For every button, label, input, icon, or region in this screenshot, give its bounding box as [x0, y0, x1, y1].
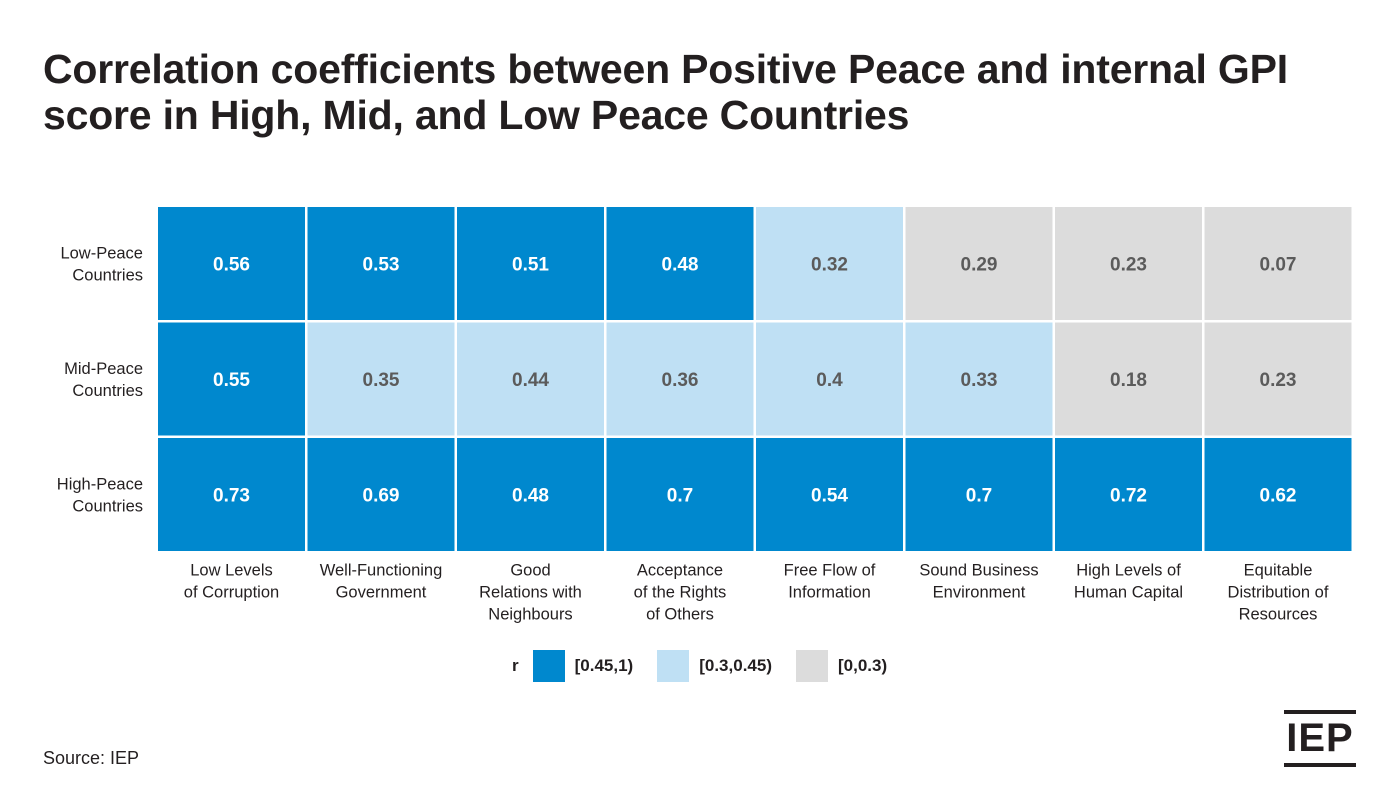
heatmap-cell-value: 0.35 [363, 370, 400, 391]
heatmap-chart: 0.56 0.53 0.51 0.48 0.32 0.29 0.23 0.07 0.55 0.35… [57, 207, 1352, 624]
column-label: Free Flow of Information [784, 562, 876, 602]
heatmap-cell-value: 0.53 [363, 255, 400, 276]
legend-title: r [512, 656, 519, 675]
heatmap-cell-value: 0.36 [662, 370, 699, 391]
logo-text: IEP [1286, 716, 1354, 760]
heatmap-cell [905, 207, 1053, 320]
column-label: Sound Business Environment [919, 562, 1038, 602]
heatmap-cell-value: 0.72 [1110, 486, 1147, 507]
heatmap-cell [307, 322, 455, 436]
heatmap-cell-value: 0.55 [213, 370, 250, 391]
heatmap-cell-value: 0.62 [1260, 486, 1297, 507]
heatmap-cell-value: 0.23 [1260, 370, 1297, 391]
column-label: Good Relations with Neighbours [479, 562, 582, 624]
column-label: Acceptance of the Rights of Others [634, 562, 727, 624]
heatmap-cell-value: 0.48 [662, 255, 699, 276]
row-label: Mid-Peace Countries [64, 360, 143, 400]
heatmap-cell-value: 0.51 [512, 255, 549, 276]
heatmap-cell-value: 0.56 [213, 255, 250, 276]
column-label: High Levels of Human Capital [1074, 562, 1183, 602]
heatmap-cell-value: 0.07 [1260, 255, 1297, 276]
heatmap-cell [1055, 322, 1202, 436]
iep-logo: IEP [1284, 710, 1356, 767]
heatmap-cell [307, 207, 455, 320]
heatmap-cell [606, 438, 754, 551]
legend-label-low: [0,0.3) [837, 656, 888, 675]
heatmap-cell-value: 0.32 [811, 255, 848, 276]
legend-label-high: [0.45,1) [574, 656, 634, 675]
heatmap-cell [756, 207, 903, 320]
column-label: Well-Functioning Government [320, 562, 443, 602]
heatmap-cell-value: 0.23 [1110, 255, 1147, 276]
heatmap-cell [457, 322, 604, 436]
heatmap-cell [457, 438, 604, 551]
row-label: High-Peace Countries [57, 476, 143, 516]
heatmap-cell [905, 322, 1053, 436]
heatmap-cell [1204, 438, 1352, 551]
legend-swatch-high [532, 650, 565, 682]
legend-item-low: [0,0.3) [795, 650, 888, 682]
legend-label-mid: [0.3,0.45) [699, 656, 772, 675]
heatmap-cell [905, 438, 1053, 551]
heatmap-cell-value: 0.69 [363, 486, 400, 507]
heatmap-cell-value: 0.73 [213, 486, 250, 507]
heatmap-cell [307, 438, 455, 551]
heatmap-cell [1055, 207, 1202, 320]
heatmap-cell-value: 0.54 [811, 486, 848, 507]
logo-rule-top [1284, 710, 1356, 714]
heatmap-cell-value: 0.44 [512, 370, 549, 391]
legend-swatch-mid [657, 650, 690, 682]
heatmap-cell [756, 322, 903, 436]
heatmap-cell [158, 438, 305, 551]
heatmap-cell [1204, 322, 1352, 436]
chart-title: Correlation coefficients between Positiv… [43, 46, 1288, 138]
source-note: Source: IEP [43, 748, 140, 768]
column-label: Equitable Distribution of Resources [1228, 562, 1329, 624]
heatmap-cell [457, 207, 604, 320]
legend: r [0.45,1) [0.3,0.45) [0,0.3) [512, 650, 911, 682]
legend-item-mid: [0.3,0.45) [657, 650, 772, 682]
heatmap-cell-value: 0.18 [1110, 370, 1147, 391]
heatmap-cell [158, 207, 305, 320]
heatmap-cell [606, 207, 754, 320]
legend-swatch-low [795, 650, 828, 682]
heatmap-cell-value: 0.33 [961, 370, 998, 391]
heatmap-cell-value: 0.29 [961, 255, 998, 276]
row-label: Low-Peace Countries [60, 245, 143, 285]
heatmap-cell-value: 0.7 [667, 486, 693, 507]
heatmap-cell-value: 0.7 [966, 486, 992, 507]
heatmap-cell [756, 438, 903, 551]
heatmap-cell [1204, 207, 1352, 320]
logo-rule-bottom [1284, 763, 1356, 767]
heatmap-cell [158, 322, 305, 436]
column-label: Low Levels of Corruption [184, 562, 279, 602]
heatmap-cell-value: 0.48 [512, 486, 549, 507]
heatmap-cell-value: 0.4 [816, 370, 843, 391]
heatmap-cell [1055, 438, 1202, 551]
legend-item-high: [0.45,1) [532, 650, 634, 682]
heatmap-cell [606, 322, 754, 436]
